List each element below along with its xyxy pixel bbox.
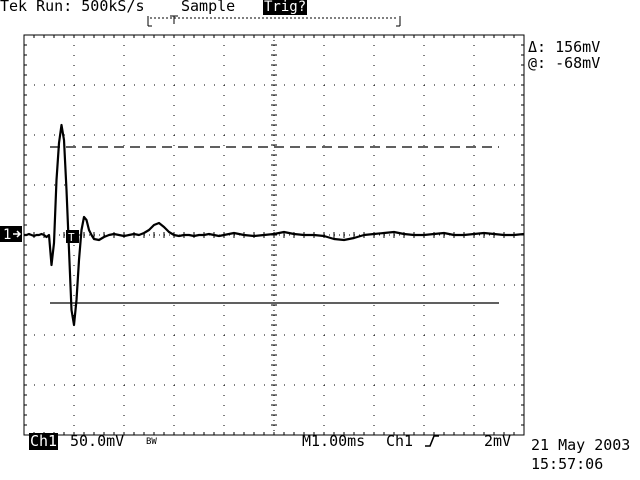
arrow-right-icon [13,230,22,238]
ch1-waveform [24,123,525,327]
channel-1-marker[interactable]: 1 [0,226,22,243]
date-readout: 21 May 2003 [531,436,631,454]
cursor-at-readout: @: -68mV [528,54,601,72]
channel-marker-label: 1 [3,227,11,243]
brand-label: Tek [0,0,28,15]
channel-label-badge: Ch1 [29,432,59,450]
acq-mode: Sample [181,0,236,15]
trigger-marker-label: T [68,231,75,244]
header-status: Tek Run: 500kS/s [0,0,145,15]
time-readout: 15:57:06 [531,455,604,473]
bandwidth-limit-label: BW [146,437,157,447]
run-state: Run: 500kS/s [36,0,145,15]
trigger-status-badge: Trig? [263,0,308,15]
trigger-source: Ch1 [386,432,414,450]
record-view-bracket [147,15,401,27]
trigger-position-marker[interactable]: T [66,230,79,244]
volts-per-div: 50.0mV [70,432,125,450]
timebase-readout: M1.00ms [302,432,366,450]
cursor-delta-readout: Δ: 156mV [528,38,601,56]
cursor-lines [50,146,499,304]
trigger-level: 2mV [484,432,512,450]
